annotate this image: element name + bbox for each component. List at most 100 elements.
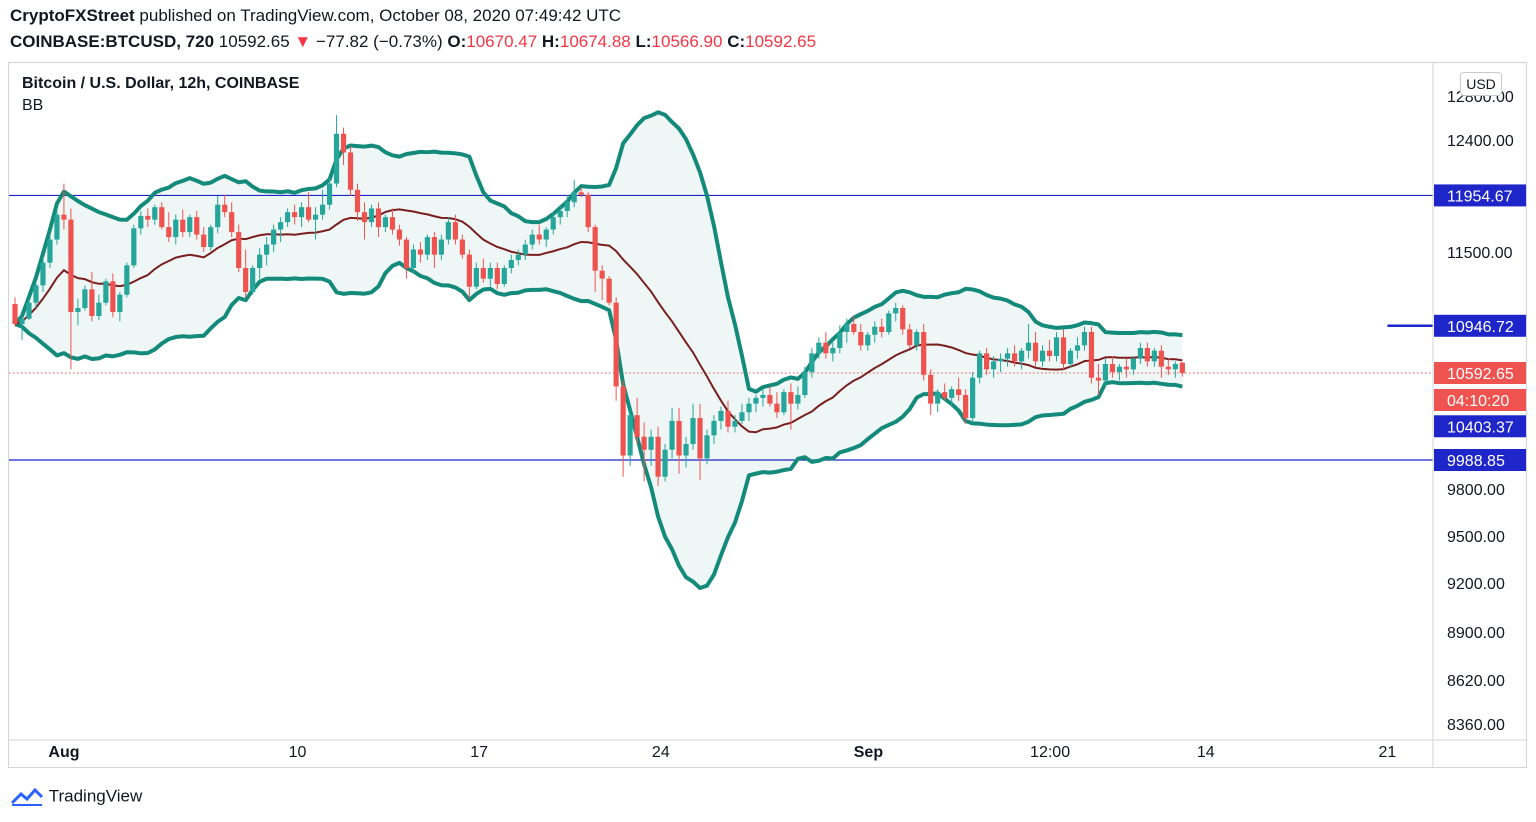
candle-body	[278, 222, 284, 230]
candle-body	[816, 342, 822, 354]
candle-body	[466, 254, 472, 287]
candle-body	[264, 244, 270, 255]
legend-title: Bitcoin / U.S. Dollar, 12h, COINBASE	[22, 75, 300, 92]
close-label: C:	[727, 32, 746, 51]
candle-body	[935, 392, 941, 404]
candle-body	[187, 217, 193, 233]
candle-body	[166, 227, 172, 238]
level-price-badge: 11954.67	[1447, 188, 1513, 205]
candle-body	[606, 278, 612, 303]
author-name[interactable]: CryptoFXStreet	[10, 6, 135, 25]
candle-body	[347, 152, 354, 190]
candle-body	[410, 249, 417, 269]
candle-body	[305, 207, 312, 220]
candle-body	[1025, 342, 1032, 351]
candle-body	[564, 202, 570, 211]
candle-body	[1172, 364, 1178, 370]
candle-body	[1137, 348, 1143, 359]
bollinger-band-fill	[15, 112, 1183, 589]
candle-body	[809, 353, 815, 373]
candle-body	[333, 133, 340, 184]
candle-body	[215, 204, 221, 228]
candle-body	[1123, 366, 1130, 370]
candle-body	[173, 219, 179, 238]
candle-body	[1032, 342, 1039, 362]
candle-body	[571, 192, 577, 203]
time-tick-label: 10	[289, 744, 307, 761]
candle-body	[208, 227, 214, 248]
candle-body	[921, 332, 927, 375]
low-value: 10566.90	[651, 32, 723, 51]
candle-body	[61, 214, 67, 220]
candle-body	[529, 234, 535, 245]
price-tick-label: 11500.00	[1447, 245, 1513, 262]
candle-body	[1116, 366, 1123, 373]
time-tick-label: 12:00	[1030, 744, 1070, 761]
candle-body	[900, 308, 906, 330]
change-value: −77.82 (−0.73%)	[315, 32, 443, 51]
candle-body	[19, 318, 25, 325]
currency-button[interactable]: USD	[1460, 72, 1502, 96]
candle-body	[124, 265, 130, 295]
candle-body	[117, 294, 123, 313]
tradingview-logo[interactable]: TradingView	[10, 786, 142, 807]
candle-body	[683, 443, 689, 456]
candle-body	[1053, 337, 1060, 357]
candle-body	[655, 436, 661, 477]
candle-body	[1102, 364, 1109, 381]
candle-body	[103, 281, 109, 303]
candle-body	[194, 217, 200, 235]
price-tick-label: 9200.00	[1447, 576, 1505, 593]
candle-body	[690, 418, 696, 444]
time-tick-label: 24	[652, 744, 670, 761]
countdown-badge-bg	[1434, 389, 1526, 411]
candle-body	[96, 302, 102, 317]
candle-body	[33, 285, 39, 303]
level-price-badge: 10403.37	[1447, 419, 1514, 436]
level-price-badge-bg	[1434, 314, 1526, 337]
candle-body	[75, 308, 81, 313]
candle-body	[1179, 362, 1185, 373]
candle-body	[340, 133, 347, 153]
candle-body	[676, 420, 682, 456]
candle-body	[417, 249, 424, 255]
candle-body	[1067, 350, 1074, 365]
candle-body	[648, 436, 654, 450]
plot-area[interactable]	[9, 110, 1478, 591]
candle-body	[781, 392, 787, 413]
candle-body	[536, 234, 542, 240]
candle-body	[1109, 364, 1116, 373]
candle-body	[1060, 337, 1067, 365]
level-price-badge-bg	[1434, 415, 1526, 438]
candle-body	[641, 436, 647, 450]
candle-body	[445, 222, 451, 240]
time-tick-label: 14	[1197, 744, 1215, 761]
price-tick-label: 12400.00	[1447, 133, 1514, 150]
chart-legend: Bitcoin / U.S. Dollar, 12h, COINBASE BB	[22, 75, 299, 115]
candle-body	[1088, 332, 1095, 378]
candle-body	[851, 324, 857, 333]
legend-indicator[interactable]: BB	[22, 97, 44, 114]
candle-body	[795, 394, 801, 404]
candle-body	[236, 232, 242, 269]
open-label: O:	[447, 32, 467, 51]
candle-body	[949, 389, 955, 398]
candle-body	[494, 268, 500, 285]
candle-body	[480, 268, 486, 279]
candle-body	[40, 262, 46, 286]
candle-body	[1004, 353, 1011, 359]
candle-body	[201, 234, 207, 248]
candle-body	[1018, 350, 1025, 362]
candle-body	[991, 361, 997, 370]
candle-body	[54, 214, 60, 240]
cloud-icon	[10, 786, 49, 806]
candle-body	[515, 254, 521, 261]
candle-body	[753, 397, 759, 404]
candle-body	[907, 329, 913, 346]
candle-body	[375, 208, 382, 228]
price-tick-label: 8900.00	[1447, 625, 1505, 642]
candle-body	[250, 268, 256, 293]
candle-body	[578, 192, 584, 195]
candle-body	[718, 410, 724, 421]
